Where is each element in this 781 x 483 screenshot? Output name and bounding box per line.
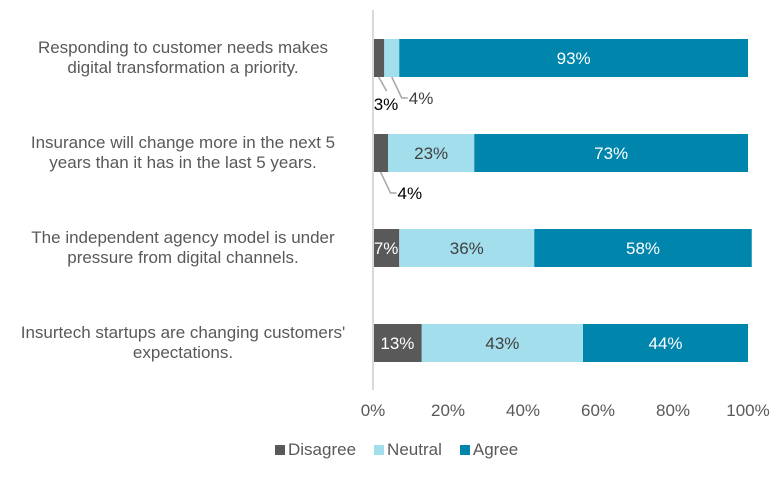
bar-disagree-1 — [373, 134, 388, 172]
legend: Disagree Neutral Agree — [275, 440, 518, 460]
data-label-neutral-0: 4% — [409, 89, 434, 108]
legend-swatch-disagree — [275, 445, 285, 455]
x-tick-label: 80% — [655, 401, 691, 420]
category-label-3: Insurtech startups are changing customer… — [20, 323, 346, 362]
category-label-0: Responding to customer needs makes digita… — [37, 38, 329, 77]
data-label-disagree-3: 13% — [380, 334, 414, 353]
x-tick-label: 20% — [430, 401, 466, 420]
category-label-2: The independent agency model is under pre… — [31, 228, 335, 267]
x-tick-label: 40% — [505, 401, 541, 420]
legend-swatch-neutral — [374, 445, 385, 455]
leader-line-disagree-0 — [377, 76, 388, 92]
bar-neutral-3 — [421, 324, 583, 362]
bar-disagree-0 — [373, 39, 385, 77]
bar-agree-2 — [534, 229, 752, 267]
legend-label-neutral: Neutral — [387, 440, 442, 459]
x-tick-label: 0% — [360, 401, 386, 420]
bar-agree-3 — [583, 324, 748, 362]
legend-item-disagree: Disagree — [275, 440, 356, 460]
data-label-disagree-1: 4% — [398, 184, 423, 203]
data-label-disagree-2: 7% — [374, 239, 399, 258]
data-label-agree-1: 73% — [594, 144, 628, 163]
legend-item-agree: Agree — [459, 440, 519, 460]
x-tick-label: 60% — [580, 401, 616, 420]
data-label-neutral-1: 23% — [414, 144, 448, 163]
bar-agree-0 — [399, 39, 748, 77]
legend-label-disagree: Disagree — [288, 440, 357, 459]
bar-disagree-2 — [373, 229, 400, 267]
x-tick-label: 100% — [726, 401, 770, 420]
data-label-agree-2: 58% — [626, 239, 660, 258]
data-label-disagree-0: 3% — [374, 95, 399, 114]
data-label-agree-0: 93% — [557, 49, 591, 68]
bar-neutral-1 — [388, 134, 475, 172]
bar-neutral-2 — [399, 229, 535, 267]
data-label-agree-3: 44% — [648, 334, 682, 353]
legend-swatch-agree — [459, 445, 470, 455]
data-label-neutral-3: 43% — [485, 334, 519, 353]
bar-disagree-3 — [373, 324, 422, 362]
legend-item-neutral: Neutral — [374, 440, 442, 460]
legend-label-agree: Agree — [472, 440, 519, 459]
leader-line-disagree-1 — [379, 171, 397, 194]
bar-neutral-0 — [384, 39, 400, 77]
data-label-neutral-2: 36% — [450, 239, 484, 258]
category-label-1: Insurance will change more in the next 5… — [30, 133, 336, 172]
bar-agree-1 — [474, 134, 748, 172]
leader-line-neutral-0 — [391, 76, 408, 99]
